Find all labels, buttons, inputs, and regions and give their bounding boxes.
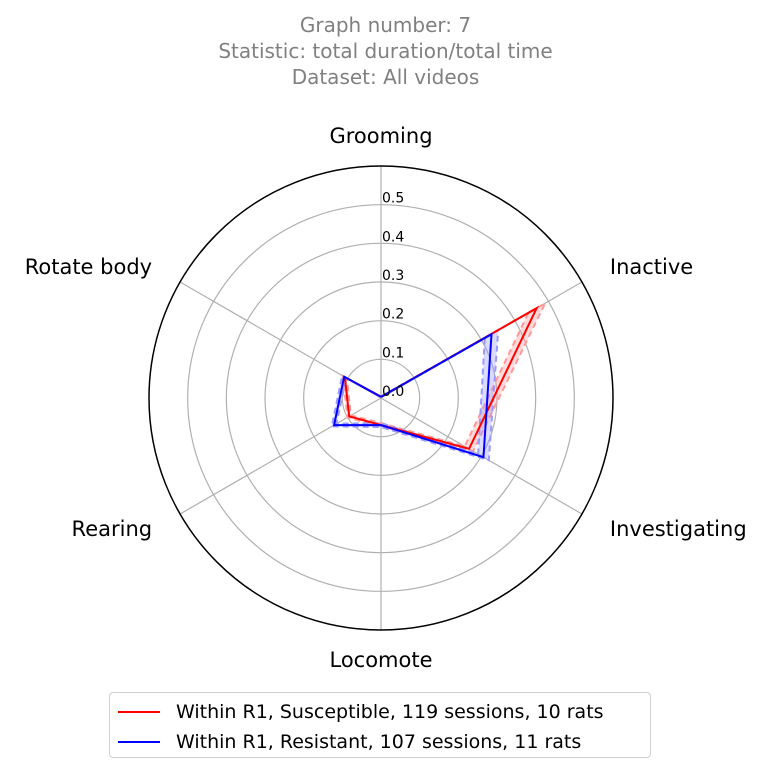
- legend: Within R1, Susceptible, 119 sessions, 10…: [109, 692, 651, 758]
- band-series-0: [342, 303, 546, 452]
- confidence-bands: [330, 300, 548, 462]
- upper-bound-series-0: [341, 300, 548, 453]
- chart-title-line-1: Graph number: 7: [299, 13, 472, 37]
- series-line-1: [332, 332, 493, 459]
- category-label-grooming: Grooming: [329, 124, 432, 148]
- category-label-rearing: Rearing: [72, 517, 153, 541]
- category-label-rotate-body: Rotate body: [25, 255, 152, 279]
- legend-label-resistant: Within R1, Resistant, 107 sessions, 11 r…: [176, 731, 582, 753]
- grid-ring: [303, 320, 459, 476]
- category-label-locomote: Locomote: [329, 648, 432, 672]
- series-lines: [332, 305, 540, 459]
- legend-swatch-resistant: [118, 741, 160, 743]
- radar-chart: 0.0 0.1 0.2 0.3 0.4 0.5 Grooming Inactive Inves…: [25, 124, 747, 672]
- legend-entry-susceptible: Within R1, Susceptible, 119 sessions, 10…: [118, 697, 604, 727]
- legend-entry-resistant: Within R1, Resistant, 107 sessions, 11 r…: [118, 727, 581, 757]
- chart-title-line-2: Statistic: total duration/total time: [218, 39, 553, 63]
- radial-tick-label: 0.3: [382, 268, 404, 284]
- radial-tick-label: 0.2: [382, 307, 404, 323]
- radial-tick-labels: 0.0 0.1 0.2 0.3 0.4 0.5: [382, 191, 404, 400]
- radial-tick-label: 0.5: [382, 191, 404, 207]
- grid-ring: [264, 281, 498, 515]
- legend-label-susceptible: Within R1, Susceptible, 119 sessions, 10…: [176, 701, 604, 723]
- category-labels: Grooming Inactive Investigating Locomote Rea…: [25, 124, 747, 672]
- category-label-investigating: Investigating: [610, 517, 747, 541]
- category-label-inactive: Inactive: [610, 255, 693, 279]
- legend-swatch-susceptible: [118, 711, 160, 713]
- grid-ring: [225, 242, 537, 554]
- chart-title-line-3: Dataset: All videos: [291, 65, 480, 89]
- radial-tick-label: 0.4: [382, 229, 404, 245]
- grid-ring: [341, 358, 421, 438]
- grid-ring: [187, 204, 575, 592]
- outer-circle: [148, 165, 614, 631]
- radial-tick-label: 0.0: [382, 384, 404, 400]
- radial-tick-label: 0.1: [382, 345, 404, 361]
- radar-grid: [148, 165, 614, 631]
- lower-bound-series-1: [335, 336, 486, 456]
